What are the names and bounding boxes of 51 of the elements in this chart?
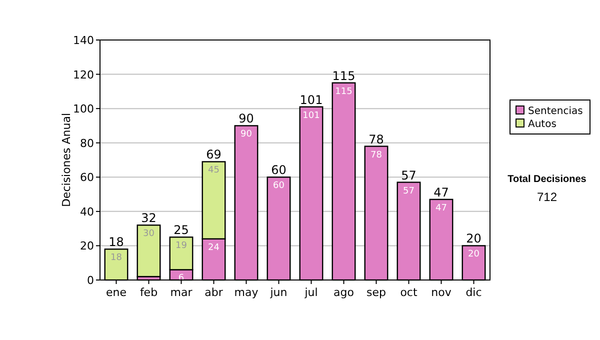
data-label: 45 [208, 166, 220, 176]
total-label: 25 [174, 223, 189, 238]
x-tick-label: abr [204, 286, 224, 299]
data-label: 78 [370, 150, 382, 160]
data-label: 90 [240, 130, 252, 140]
total-label: 18 [108, 235, 124, 250]
legend-label: Autos [528, 119, 556, 130]
x-tick-label: mar [170, 286, 193, 299]
data-label: 19 [176, 241, 188, 252]
total-label: 90 [238, 112, 254, 126]
total-label: 101 [300, 92, 323, 107]
total-label: 60 [271, 163, 286, 178]
y-tick-label: 100 [73, 102, 94, 116]
legend-label: Sentencias [528, 106, 583, 117]
y-axis-title: Decisiones Anual [60, 112, 73, 208]
data-label: 60 [273, 181, 285, 192]
total-label: 115 [332, 68, 356, 83]
data-label: 57 [403, 186, 414, 196]
x-tick-label: jun [269, 286, 288, 299]
x-tick-label: may [234, 286, 259, 299]
data-label: 101 [302, 110, 320, 121]
x-tick-label: ene [106, 286, 127, 299]
x-tick-label: nov [431, 286, 452, 299]
x-tick-label: feb [140, 286, 158, 299]
total-label: 57 [401, 168, 416, 182]
bar [136, 224, 161, 278]
total-label: 32 [141, 211, 156, 226]
data-label: 30 [143, 229, 155, 240]
total-label: 78 [368, 132, 384, 146]
data-label: 20 [468, 250, 480, 260]
x-tick-label: dic [466, 286, 482, 299]
y-tick-label: 60 [80, 171, 94, 184]
x-tick-label: sep [366, 286, 386, 299]
y-tick-label: 140 [73, 34, 94, 47]
y-tick-label: 40 [80, 205, 94, 218]
x-tick-label: ago [334, 286, 354, 299]
y-tick-label: 0 [87, 274, 94, 287]
total-label: 20 [466, 232, 482, 246]
y-tick-label: 120 [73, 68, 94, 82]
data-label: 18 [110, 253, 122, 264]
y-tick-label: 80 [80, 136, 94, 150]
data-label: 47 [436, 203, 447, 214]
text: Total Decisiones [508, 174, 587, 185]
text: 712 [536, 190, 558, 204]
y-tick-label: 20 [80, 240, 94, 253]
data-label: 24 [208, 242, 220, 253]
data-label: 115 [335, 86, 352, 97]
total-label: 47 [434, 185, 449, 200]
x-tick-label: jul [304, 286, 318, 299]
total-label: 69 [206, 148, 222, 162]
x-tick-label: oct [400, 286, 418, 299]
